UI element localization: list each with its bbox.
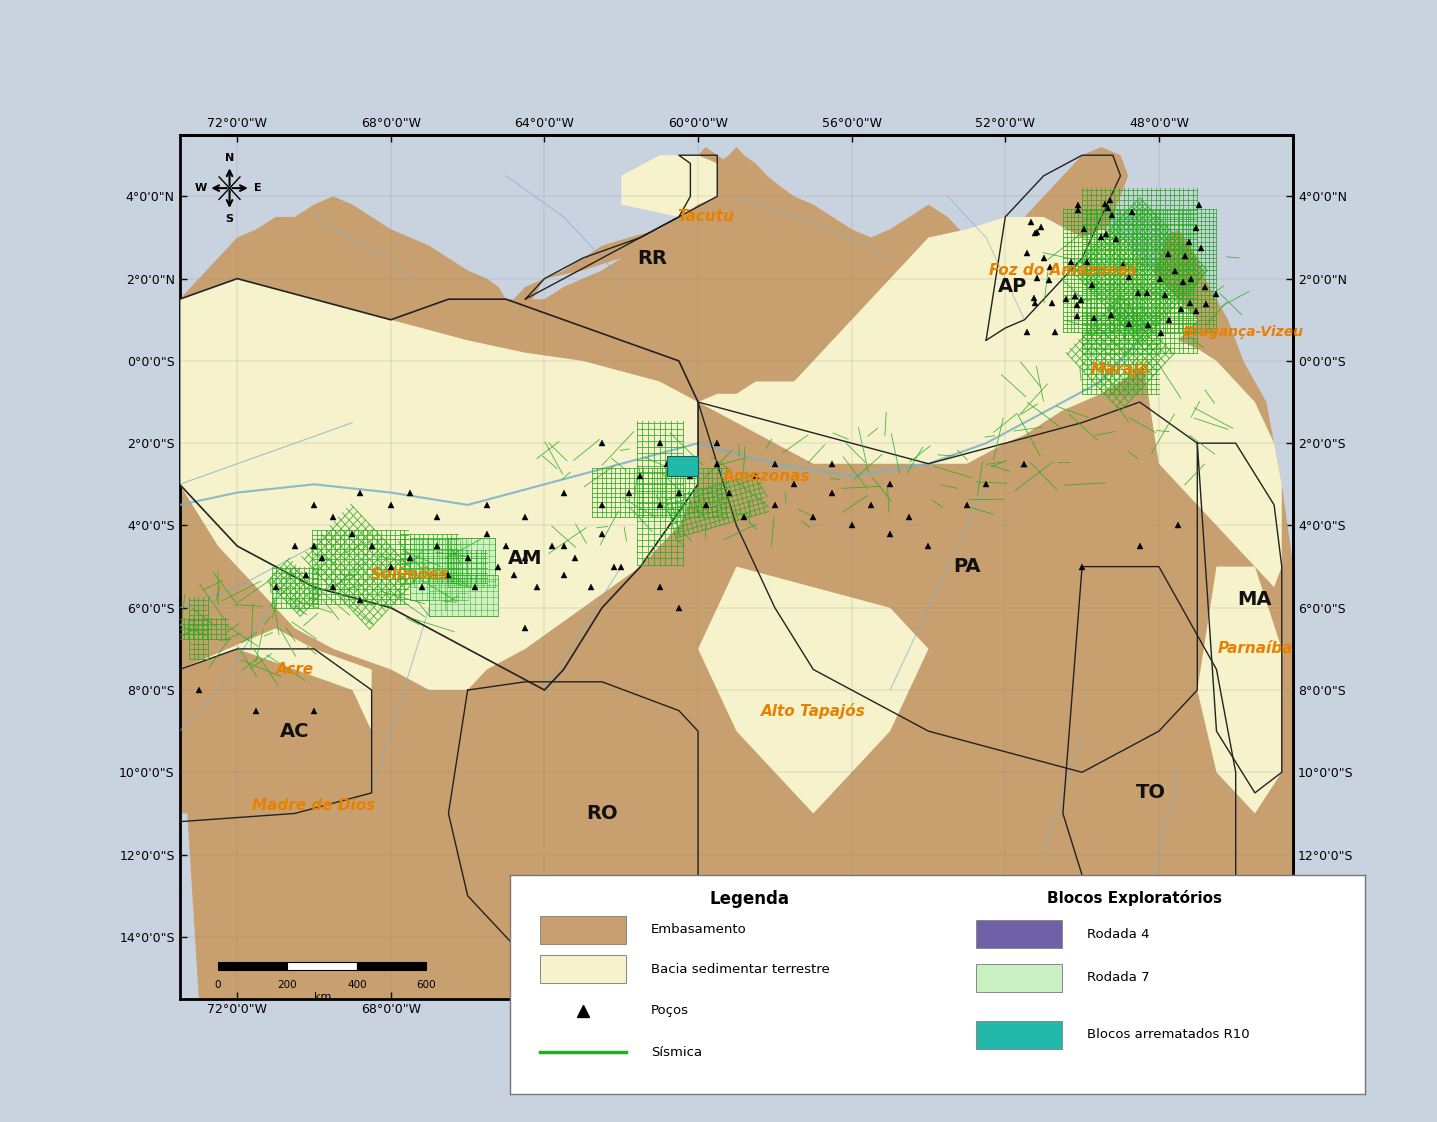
- Bar: [540, 955, 625, 984]
- Bar: [976, 1021, 1062, 1049]
- Text: Acre: Acre: [276, 662, 313, 677]
- Text: N: N: [226, 153, 234, 163]
- Text: Tacutu: Tacutu: [677, 210, 734, 224]
- Text: W: W: [195, 183, 207, 193]
- Bar: [287, 963, 356, 969]
- Polygon shape: [621, 155, 717, 217]
- Text: PA: PA: [953, 558, 980, 576]
- Text: TO: TO: [1137, 783, 1167, 802]
- Text: Sísmica: Sísmica: [651, 1046, 703, 1059]
- Bar: [448, 537, 494, 587]
- Text: Legenda: Legenda: [710, 891, 789, 909]
- Bar: [430, 574, 499, 616]
- Bar: [218, 963, 287, 969]
- Polygon shape: [180, 147, 1293, 999]
- Text: AM: AM: [509, 549, 543, 568]
- Bar: [410, 537, 467, 599]
- Text: 0: 0: [214, 981, 221, 990]
- Text: AP: AP: [999, 277, 1027, 296]
- Text: Rodada 4: Rodada 4: [1088, 928, 1150, 940]
- Bar: [356, 963, 427, 969]
- Text: Amazonas: Amazonas: [723, 469, 810, 484]
- Polygon shape: [1197, 567, 1282, 813]
- Text: Alto Tapajós: Alto Tapajós: [760, 702, 865, 718]
- Polygon shape: [513, 147, 744, 312]
- Polygon shape: [986, 229, 1158, 369]
- Text: Embasamento: Embasamento: [651, 923, 747, 937]
- Text: S: S: [226, 213, 234, 223]
- Bar: [976, 964, 1062, 992]
- Text: Madre de Dios: Madre de Dios: [253, 798, 375, 812]
- Polygon shape: [698, 217, 1197, 463]
- Text: Blocos arrematados R10: Blocos arrematados R10: [1088, 1029, 1250, 1041]
- Text: E: E: [254, 183, 262, 193]
- Bar: [1243, 932, 1275, 957]
- Bar: [667, 456, 698, 476]
- Text: 600: 600: [417, 981, 437, 990]
- Polygon shape: [967, 443, 1236, 772]
- Polygon shape: [180, 628, 372, 732]
- Text: 200: 200: [277, 981, 297, 990]
- Text: Parnaíba: Parnaíba: [1217, 642, 1293, 656]
- Text: Bragança-Vizeu: Bragança-Vizeu: [1183, 325, 1303, 339]
- Polygon shape: [1140, 340, 1282, 587]
- Text: Blocos Exploratórios: Blocos Exploratórios: [1046, 891, 1221, 907]
- Polygon shape: [448, 690, 717, 978]
- Text: Foz do Amazonas: Foz do Amazonas: [989, 263, 1137, 278]
- Text: Solimões: Solimões: [371, 568, 448, 582]
- Text: 400: 400: [348, 981, 366, 990]
- Polygon shape: [180, 649, 372, 834]
- Text: Poços: Poços: [651, 1004, 690, 1018]
- Text: AC: AC: [280, 721, 309, 741]
- Text: Rodada 7: Rodada 7: [1088, 972, 1150, 984]
- Text: MA: MA: [1237, 590, 1272, 609]
- Text: Marajó: Marajó: [1091, 361, 1150, 377]
- Polygon shape: [180, 278, 698, 690]
- Bar: [976, 920, 1062, 948]
- Polygon shape: [974, 147, 1128, 340]
- Text: km: km: [313, 993, 331, 1002]
- Text: Bacia sedimentar terrestre: Bacia sedimentar terrestre: [651, 963, 831, 976]
- Text: RO: RO: [586, 804, 618, 822]
- Polygon shape: [698, 567, 928, 813]
- Text: RR: RR: [637, 249, 667, 267]
- Bar: [540, 916, 625, 944]
